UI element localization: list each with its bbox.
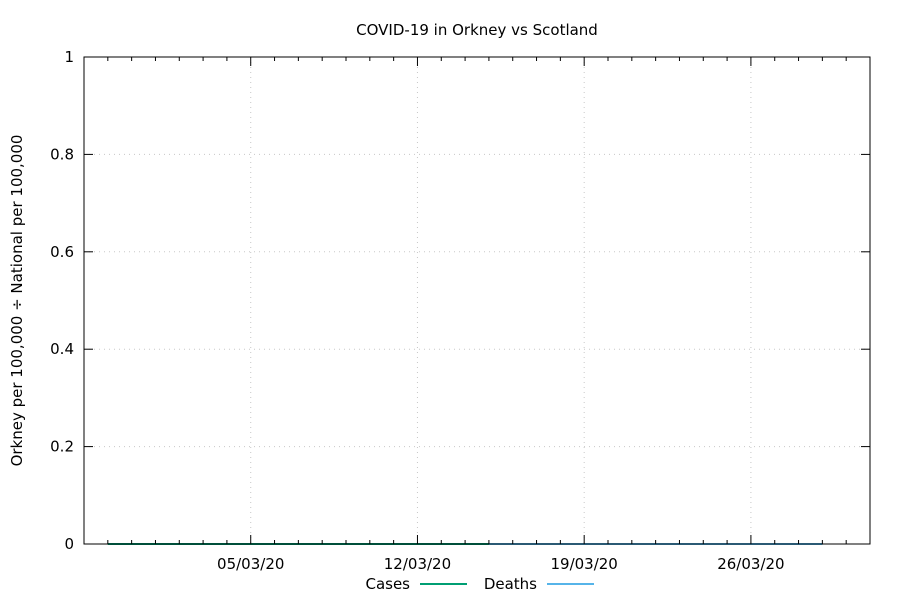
legend: Cases Deaths [365,575,594,593]
y-tick-label: 1 [64,48,74,66]
x-tick-label: 19/03/20 [550,555,617,573]
y-axis-label: Orkney per 100,000 ÷ National per 100,00… [8,135,26,467]
x-tick-label: 12/03/20 [384,555,451,573]
legend-label-deaths: Deaths [484,575,537,593]
y-tick-label: 0.8 [50,145,74,163]
x-tick-label: 05/03/20 [217,555,284,573]
axis-ticks [84,56,870,545]
chart-title: COVID-19 in Orkney vs Scotland [356,21,598,39]
y-tick-label: 0 [64,535,74,553]
x-tick-label: 26/03/20 [717,555,784,573]
grid [84,57,870,544]
legend-label-cases: Cases [365,575,410,593]
y-tick-label: 0.4 [50,340,74,358]
plot-frame [83,56,871,545]
tick-labels: 0 0.2 0.4 0.6 0.8 1 05/03/20 12/03/20 19/03/20 26… [50,48,784,573]
y-tick-label: 0.2 [50,438,74,456]
y-tick-label: 0.6 [50,243,74,261]
